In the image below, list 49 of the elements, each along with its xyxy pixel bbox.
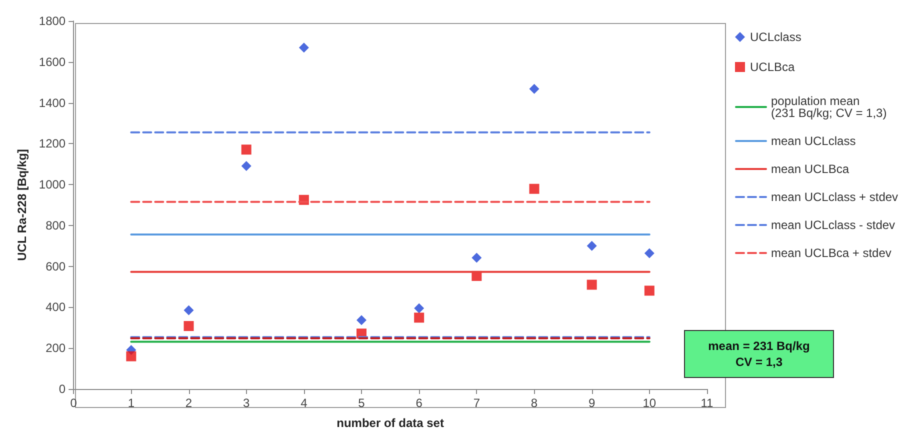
x-tick-label: 11 [700,396,714,410]
x-tick-label: 3 [243,396,250,410]
y-tick-label: 1200 [38,136,66,151]
point [298,42,309,53]
point [126,351,136,362]
point [241,144,252,155]
x-tick-label: 6 [416,396,423,410]
x-axis-title: number of data set [336,416,444,430]
y-tick-label: 800 [46,218,66,232]
x-tick-label: 9 [588,396,596,410]
y-tick-label: 1600 [38,54,66,69]
point [241,160,252,171]
x-tick-label: 5 [358,396,366,410]
legend-label: UCLclass [750,30,802,44]
x-tick-label: 7 [473,396,480,410]
note-box: mean = 231 Bq/kg CV = 1,3 [684,330,834,378]
y-tick-label: 1400 [38,96,66,110]
y-tick-label: 1800 [38,14,66,28]
legend-label: mean UCLBca [771,162,850,176]
point [529,184,540,194]
legend-label: mean UCLclass - stdev [771,218,896,232]
legend-label: population mean (231 Bq/kg; CV = 1,3) [771,94,887,120]
point [184,305,194,316]
legend-label: UCLBca [750,60,796,74]
point [356,315,367,326]
point [529,84,540,94]
x-tick-label: 0 [70,396,78,410]
legend-label: mean UCLBca + stdev [771,246,892,260]
legend-label: mean UCLclass [771,134,856,148]
y-tick-label: 200 [46,341,66,356]
x-tick-label: 4 [300,396,308,410]
y-tick-label: 1000 [38,178,66,192]
point [644,286,654,296]
y-tick-label: 400 [46,300,66,314]
point [586,240,597,251]
y-tick-label: 600 [46,259,66,274]
point [414,312,424,323]
point [184,321,194,332]
y-tick-label: 0 [58,382,66,396]
point [644,248,654,258]
x-tick-label: 8 [530,396,538,410]
y-axis-title: UCL Ra-228 [Bq/kg] [15,149,29,261]
x-tick-label: 2 [185,396,192,410]
point [586,280,597,290]
point [414,303,424,314]
x-tick-label: 10 [642,396,656,410]
point [472,252,482,263]
x-tick-label: 1 [128,396,135,410]
legend-label: mean UCLclass + stdev [771,190,898,204]
